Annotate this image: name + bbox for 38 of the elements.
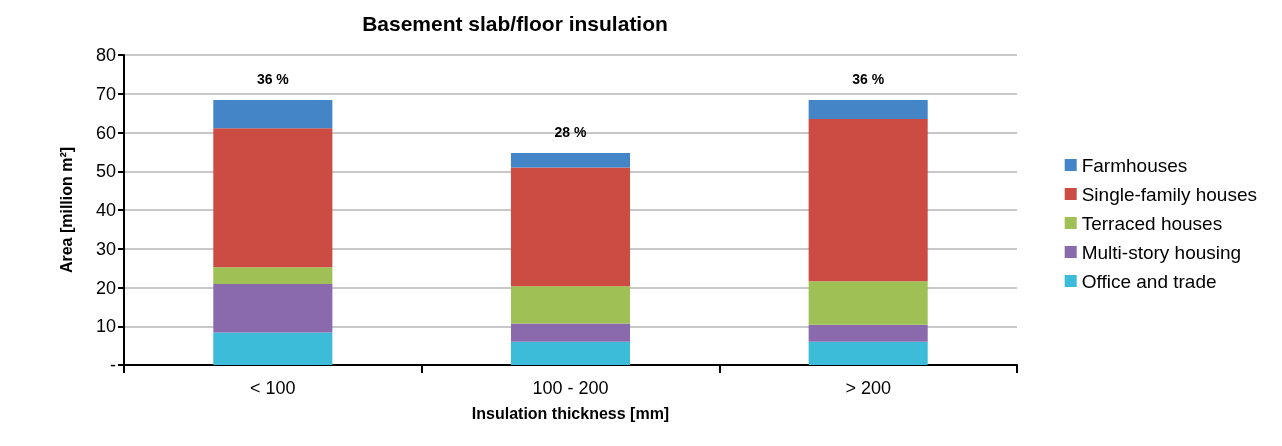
- legend-label: Multi-story housing: [1081, 241, 1242, 263]
- y-tick-label: 60: [95, 122, 116, 143]
- legend-label: Office and trade: [1081, 270, 1217, 292]
- annotation: 36 %: [256, 70, 290, 87]
- bar: [213, 284, 333, 333]
- x-tick-label: > 200: [845, 378, 891, 398]
- bar: [510, 153, 631, 168]
- bar: [808, 341, 928, 365]
- bar: [213, 99, 333, 129]
- bar: [213, 332, 333, 365]
- legend-label: Farmhouses: [1081, 154, 1188, 176]
- x-tick-label: < 100: [250, 378, 296, 398]
- bar: [808, 99, 928, 119]
- bar: [808, 281, 928, 325]
- y-axis-title: Area [million m²]: [57, 146, 75, 274]
- bar: [510, 286, 631, 324]
- bar: [510, 323, 631, 342]
- y-tick-label: 50: [95, 161, 116, 182]
- y-tick-label: 80: [95, 45, 116, 65]
- annotation: 36 %: [852, 70, 885, 87]
- y-tick-label: -: [110, 355, 116, 375]
- bar: [213, 128, 333, 268]
- bar: [808, 118, 928, 282]
- y-tick-label: 20: [95, 277, 116, 298]
- bar: [213, 267, 333, 285]
- bar: [808, 324, 928, 342]
- y-tick-label: 30: [95, 238, 116, 259]
- annotation: 28 %: [554, 124, 587, 141]
- y-tick-label: 10: [95, 316, 116, 337]
- x-axis-title: Insulation thickness [mm]: [471, 404, 670, 422]
- x-tick-label: 100 - 200: [532, 378, 609, 398]
- chart-title: Basement slab/floor insulation: [362, 12, 668, 35]
- legend-label: Terraced houses: [1081, 212, 1223, 234]
- legend-label: Single-family houses: [1081, 183, 1258, 205]
- y-tick-label: 70: [95, 83, 116, 104]
- bar: [510, 167, 631, 287]
- bar: [510, 341, 631, 365]
- y-tick-label: 40: [95, 200, 116, 220]
